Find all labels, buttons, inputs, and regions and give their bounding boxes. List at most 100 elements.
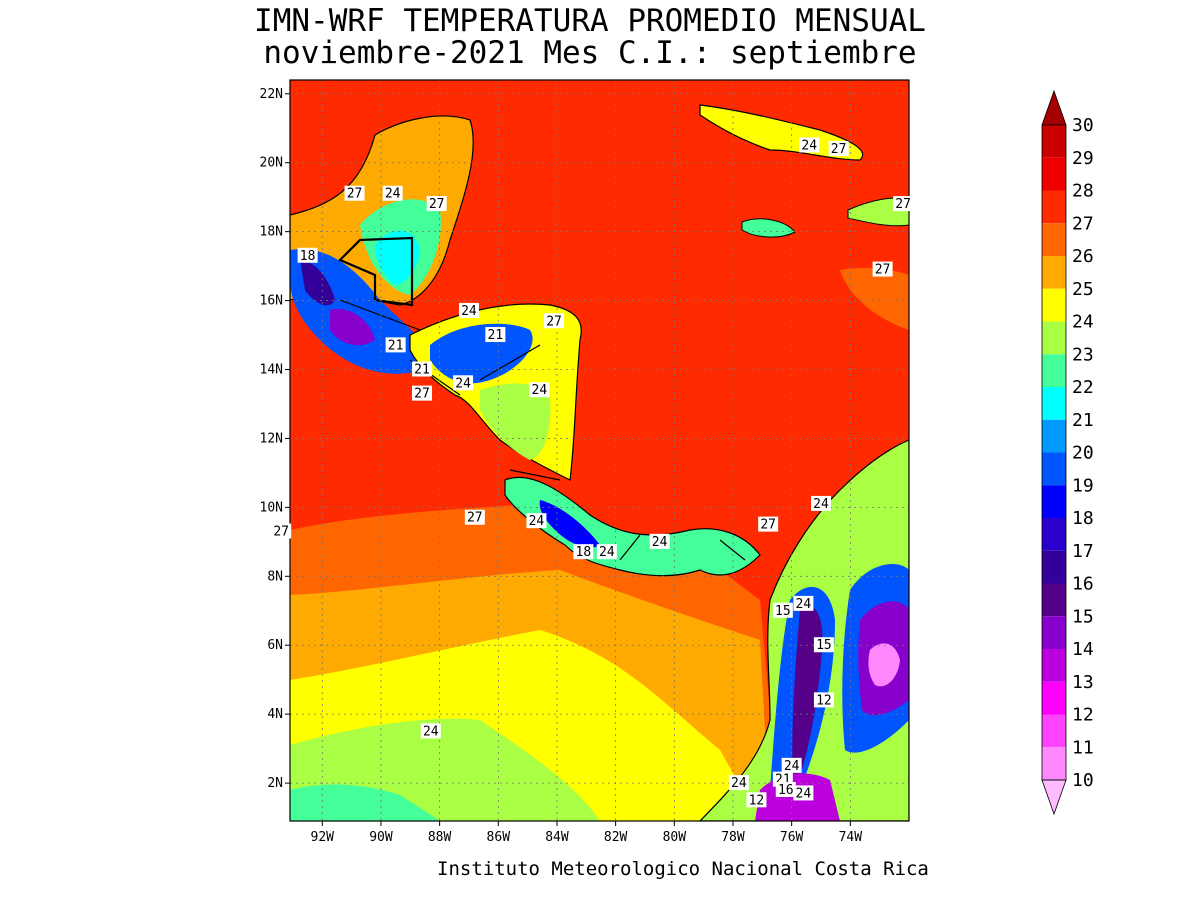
colorbar-top-arrow (1041, 89, 1067, 126)
colorbar-label: 28 (1072, 181, 1094, 202)
contour-label-text: 18 (576, 545, 592, 560)
colorbar-band (1042, 321, 1066, 355)
colorbar-label: 16 (1072, 574, 1094, 595)
contour-label: 12 (813, 692, 834, 708)
contour-label-text: 27 (760, 518, 776, 533)
contour-label-box (813, 637, 834, 653)
contour-label: 24 (420, 723, 441, 739)
contour-label: 12 (746, 792, 767, 808)
map-frame (289, 79, 910, 822)
contour-label-box (412, 361, 433, 377)
contour-labels: 24 27 27 27 27 24 27 18 24 21 27 21 21 24 27 24 24 27 27 24… (271, 137, 914, 808)
nicaragua-highlands (480, 383, 551, 460)
contour-label-text: 27 (875, 263, 891, 278)
lat-tick-label: 14N (260, 363, 283, 378)
lat-tick-label: 4N (267, 707, 283, 722)
contour-label-box (458, 302, 479, 318)
colorbar-band (1042, 125, 1066, 158)
contour-label-text: 16 (778, 783, 794, 798)
colorbar-band (1042, 747, 1066, 780)
guatemala-core (300, 260, 335, 306)
contour-label-text: 24 (599, 545, 615, 560)
colorbar-band (1042, 354, 1066, 387)
lat-tick-label: 6N (267, 638, 283, 653)
footer-credit: Instituto Meteorologico Nacional Costa R… (437, 858, 929, 880)
colorbar-label: 29 (1072, 148, 1094, 169)
contour-label-text: 27 (467, 511, 483, 526)
contour-label-box (271, 523, 292, 539)
cuba-land (699, 104, 864, 161)
colorbar-band (1042, 157, 1066, 191)
contour-label: 24 (453, 375, 474, 391)
contour-label: 21 (412, 361, 433, 378)
east-caribbean-field (840, 267, 909, 330)
contour-label: 24 (649, 533, 670, 550)
colorbar-band (1042, 550, 1066, 584)
colorbar-band (1042, 223, 1066, 256)
contour-label: 15 (772, 602, 793, 619)
contour-label: 27 (271, 523, 292, 539)
colorbar-band (1042, 190, 1066, 224)
central-america-borders (339, 299, 746, 561)
color-legend: 30 29 28 27 26 25 24 23 22 21 20 19 18 17 16 15 14 13 12 11… (1041, 89, 1094, 816)
contour-label-box (453, 375, 474, 391)
temperature-field (290, 80, 909, 821)
colorbar-label: 21 (1072, 410, 1094, 431)
contour-label: 27 (758, 516, 779, 533)
contour-label-box (893, 196, 914, 212)
colorbar-label: 18 (1072, 508, 1094, 529)
contour-label: 24 (793, 785, 814, 801)
map-gridlines (290, 80, 909, 821)
contour-label-box (799, 137, 820, 153)
colorbar-label: 12 (1072, 705, 1094, 726)
contour-label: 24 (810, 495, 831, 512)
contour-label-text: 27 (347, 187, 363, 202)
colorbar-label: 14 (1072, 639, 1094, 660)
colorbar-band (1042, 288, 1066, 322)
contour-label: 24 (529, 382, 550, 398)
lon-tick-label: 78W (721, 830, 745, 845)
lat-tick-label: 8N (267, 569, 283, 584)
contour-label-box (810, 495, 831, 511)
contour-label: 18 (573, 544, 594, 560)
yucatan-core (375, 230, 420, 285)
colorbar-label: 10 (1072, 770, 1094, 791)
guatemala-border (338, 236, 414, 307)
contour-label-text: 24 (801, 138, 817, 153)
contour-label-text: 24 (529, 514, 545, 529)
contour-label: 27 (828, 140, 849, 157)
contour-label-box (420, 723, 441, 739)
contour-label-text: 24 (455, 376, 471, 391)
contour-label-box (544, 313, 565, 329)
contour-label: 24 (458, 302, 479, 319)
lon-tick-label: 90W (369, 830, 393, 845)
contour-label: 27 (872, 261, 893, 278)
colorbar-band (1042, 616, 1066, 649)
contour-label-box (772, 602, 793, 618)
contour-label-box (297, 247, 318, 263)
colorbar-band (1042, 419, 1066, 453)
contour-label: 27 (412, 385, 433, 402)
axis-ticks: 22N 20N 18N 16N 14N 12N 10N 8N 6N 4N 2N 92W 90W 88W 86… (260, 87, 863, 845)
colorbar-label: 27 (1072, 213, 1094, 234)
contour-label-box (426, 196, 447, 212)
contour-label-text: 27 (414, 387, 430, 402)
contour-label-text: 24 (423, 724, 439, 739)
lon-tick-label: 76W (780, 830, 804, 845)
contour-label-box (596, 544, 617, 560)
colombia-andes-west-core (792, 606, 823, 790)
lat-tick-label: 18N (260, 225, 283, 240)
pacific-coolest-field (290, 784, 440, 821)
contour-label: 24 (793, 595, 814, 612)
contour-label: 21 (485, 327, 506, 343)
colorbar-label: 20 (1072, 443, 1094, 464)
contour-label-box (793, 785, 814, 801)
colorbar-label: 30 (1072, 115, 1094, 136)
contour-label: 27 (464, 509, 485, 526)
contour-label-text: 24 (532, 383, 548, 398)
contour-label-text: 24 (796, 597, 812, 612)
colorbar-band (1042, 452, 1066, 486)
contour-label-text: 12 (749, 793, 765, 808)
lon-tick-label: 82W (604, 830, 628, 845)
